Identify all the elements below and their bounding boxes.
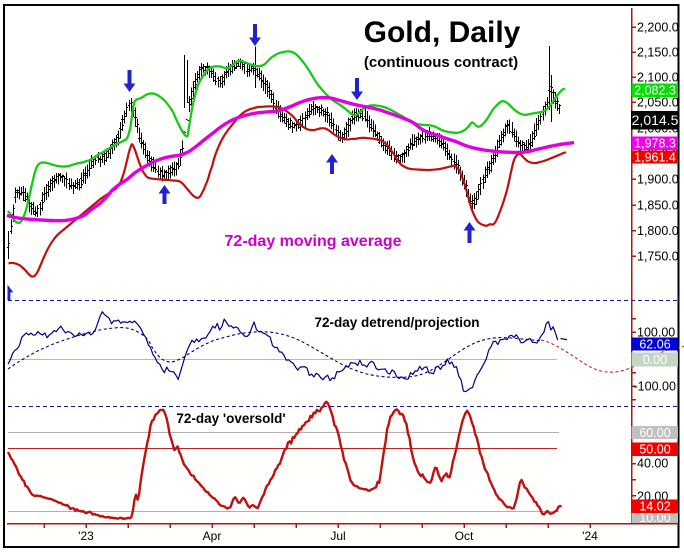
svg-text:1,750.0: 1,750.0	[637, 249, 679, 263]
svg-text:62.06: 62.06	[639, 337, 670, 351]
svg-text:2,100.0: 2,100.0	[637, 70, 679, 84]
svg-text:Apr: Apr	[203, 529, 222, 543]
svg-text:'24: '24	[582, 529, 598, 543]
svg-text:72-day detrend/projection: 72-day detrend/projection	[314, 315, 479, 330]
svg-text:Jul: Jul	[330, 529, 345, 543]
svg-text:72-day moving average: 72-day moving average	[225, 233, 402, 250]
svg-text:2,082.3: 2,082.3	[634, 84, 676, 98]
svg-text:1,978.3: 1,978.3	[634, 137, 676, 151]
svg-text:2,150.0: 2,150.0	[637, 45, 679, 59]
svg-text:1,850.0: 1,850.0	[637, 198, 679, 212]
svg-text:0.00: 0.00	[643, 353, 667, 367]
svg-text:(continuous contract): (continuous contract)	[364, 54, 518, 71]
svg-text:72-day 'oversold': 72-day 'oversold'	[176, 411, 285, 426]
svg-text:10.00: 10.00	[639, 511, 670, 525]
svg-text:2,014.5: 2,014.5	[632, 112, 679, 128]
svg-text:100.00: 100.00	[637, 325, 675, 339]
svg-text:1,900.0: 1,900.0	[637, 172, 679, 186]
svg-text:50.00: 50.00	[639, 443, 670, 457]
svg-text:-100.00: -100.00	[634, 379, 676, 393]
svg-text:60.00: 60.00	[639, 426, 670, 440]
svg-text:1,800.0: 1,800.0	[637, 224, 679, 238]
svg-text:14.02: 14.02	[639, 500, 670, 514]
svg-text:Gold, Daily: Gold, Daily	[364, 16, 521, 49]
svg-text:2,050.0: 2,050.0	[637, 95, 679, 109]
svg-text:'23: '23	[78, 529, 94, 543]
svg-text:Oct: Oct	[455, 529, 474, 543]
svg-text:2,200.0: 2,200.0	[637, 20, 679, 34]
svg-text:40.00: 40.00	[637, 456, 668, 470]
svg-text:1,961.4: 1,961.4	[634, 150, 676, 164]
